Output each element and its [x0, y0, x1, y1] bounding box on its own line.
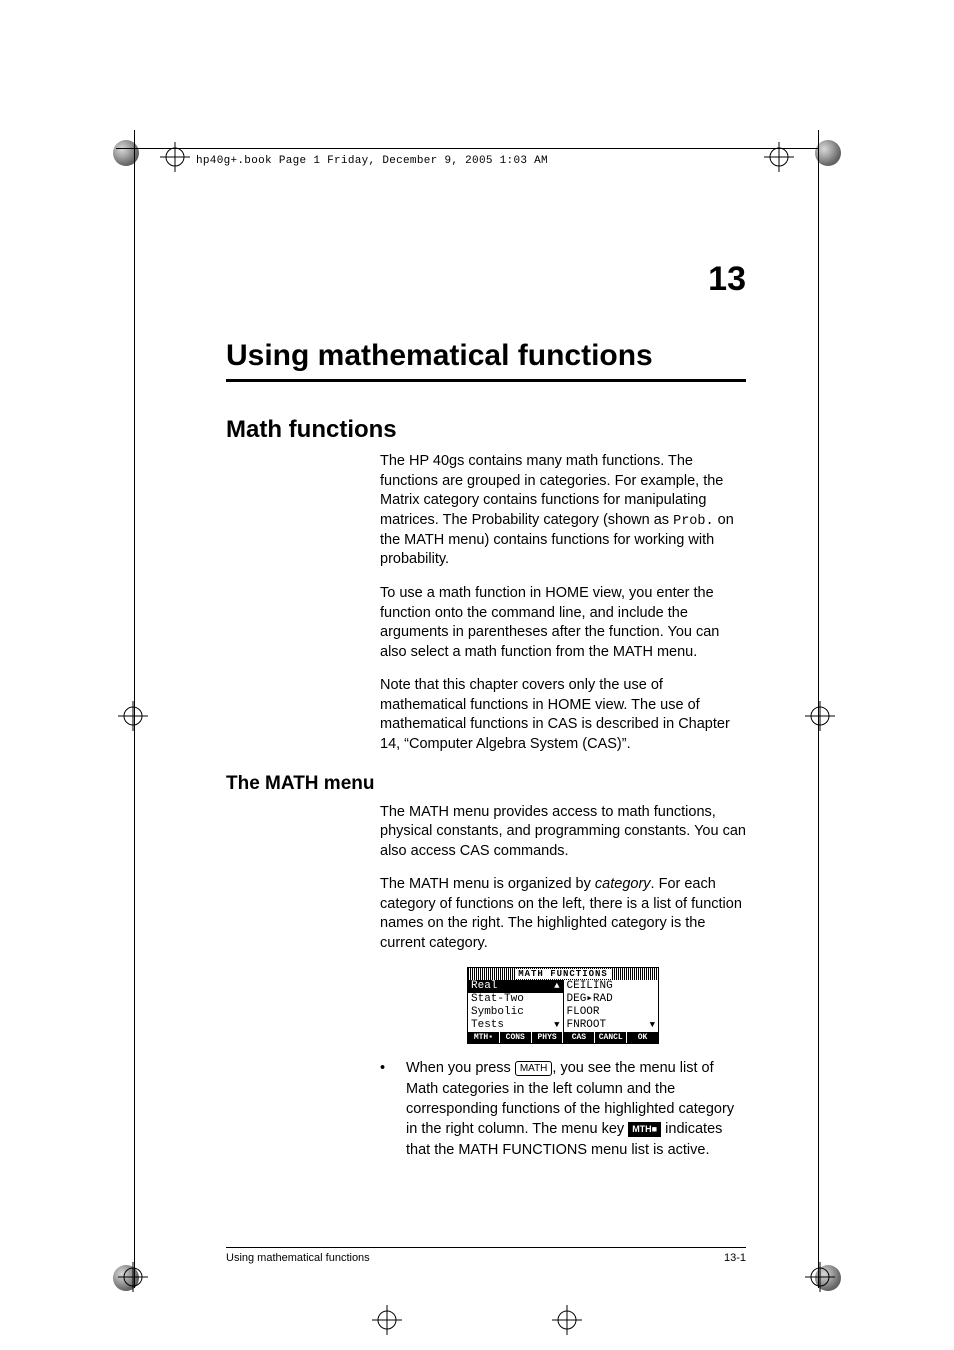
section-heading-math-functions: Math functions	[226, 416, 746, 444]
calc-cell: Symbolic	[471, 1006, 524, 1019]
frame-left	[134, 130, 135, 1288]
calc-row: FLOOR	[564, 1006, 659, 1019]
bullet-text: When you press MATH, you see the menu li…	[406, 1058, 746, 1159]
section-heading-math-menu: The MATH menu	[226, 773, 746, 795]
reg-mark	[552, 1305, 582, 1335]
mth-softkey-chip: MTH■	[628, 1122, 661, 1137]
calc-row: Stat-Two	[468, 993, 563, 1006]
footer-right: 13-1	[724, 1252, 746, 1264]
calc-row: CEILING	[564, 980, 659, 993]
math-key-icon: MATH	[515, 1061, 553, 1076]
italic-text: category	[595, 876, 651, 892]
print-header: hp40g+.book Page 1 Friday, December 9, 2…	[196, 155, 548, 167]
text: The HP 40gs contains many math functions…	[380, 453, 723, 528]
reg-mark	[160, 142, 190, 172]
paragraph: The MATH menu is organized by category. …	[380, 875, 746, 953]
inline-code: Prob.	[673, 514, 714, 529]
calc-right-col: CEILING DEG▸RAD FLOOR FNROOT ▼	[564, 980, 659, 1032]
softkey: PHYS	[532, 1032, 564, 1043]
paragraph: The HP 40gs contains many math functions…	[380, 452, 746, 570]
reg-mark	[805, 701, 835, 731]
text: When you press	[406, 1060, 515, 1076]
calc-title: MATH FUNCTIONS	[468, 968, 658, 980]
calc-cell: DEG▸RAD	[567, 993, 613, 1006]
calc-cell: Tests	[471, 1019, 504, 1032]
calc-row: FNROOT ▼	[564, 1019, 659, 1032]
calc-cell: Real	[471, 980, 497, 993]
calc-softkeys: MTH▪ CONS PHYS CAS CANCL OK	[468, 1032, 658, 1043]
reg-mark	[118, 701, 148, 731]
footer-rule	[226, 1247, 746, 1248]
calculator-screenshot: MATH FUNCTIONS Real ▲ Stat-Two Symbolic T…	[467, 967, 659, 1044]
calc-row: DEG▸RAD	[564, 993, 659, 1006]
header-rule	[116, 148, 818, 149]
paragraph: Note that this chapter covers only the u…	[380, 676, 746, 754]
bullet-item: • When you press MATH, you see the menu …	[380, 1058, 746, 1159]
chapter-rule	[226, 379, 746, 382]
calc-cell: CEILING	[567, 980, 613, 993]
calc-row: Tests ▼	[468, 1019, 563, 1032]
calc-row: Symbolic	[468, 1006, 563, 1019]
softkey: CONS	[500, 1032, 532, 1043]
reg-mark	[372, 1305, 402, 1335]
reg-mark	[118, 1262, 148, 1292]
calc-cell: FLOOR	[567, 1006, 600, 1019]
softkey: MTH▪	[468, 1032, 500, 1043]
text: The MATH menu is organized by	[380, 876, 595, 892]
softkey: CANCL	[595, 1032, 627, 1043]
down-arrow-icon: ▼	[650, 1019, 655, 1032]
reg-mark	[805, 1262, 835, 1292]
paragraph: To use a math function in HOME view, you…	[380, 584, 746, 662]
paragraph: The MATH menu provides access to math fu…	[380, 803, 746, 862]
softkey: OK	[627, 1032, 658, 1043]
bullet-icon: •	[380, 1058, 406, 1159]
chapter-title: Using mathematical functions	[226, 339, 746, 373]
calc-cell: FNROOT	[567, 1019, 607, 1032]
calc-left-col: Real ▲ Stat-Two Symbolic Tests ▼	[468, 980, 564, 1032]
reg-mark	[764, 142, 794, 172]
frame-right	[818, 130, 819, 1288]
up-arrow-icon: ▲	[554, 980, 559, 993]
calc-body: Real ▲ Stat-Two Symbolic Tests ▼ CEILING D…	[468, 980, 658, 1032]
chapter-number: 13	[226, 260, 746, 299]
calc-title-text: MATH FUNCTIONS	[515, 969, 611, 979]
corner-dot-tl	[113, 140, 139, 166]
calc-row-selected: Real ▲	[468, 980, 563, 993]
page-content: 13 Using mathematical functions Math fun…	[226, 260, 746, 1160]
softkey: CAS	[563, 1032, 595, 1043]
down-arrow-icon: ▼	[554, 1019, 559, 1032]
page-footer: Using mathematical functions 13-1	[226, 1247, 746, 1264]
footer-left: Using mathematical functions	[226, 1252, 370, 1264]
calc-cell: Stat-Two	[471, 993, 524, 1006]
